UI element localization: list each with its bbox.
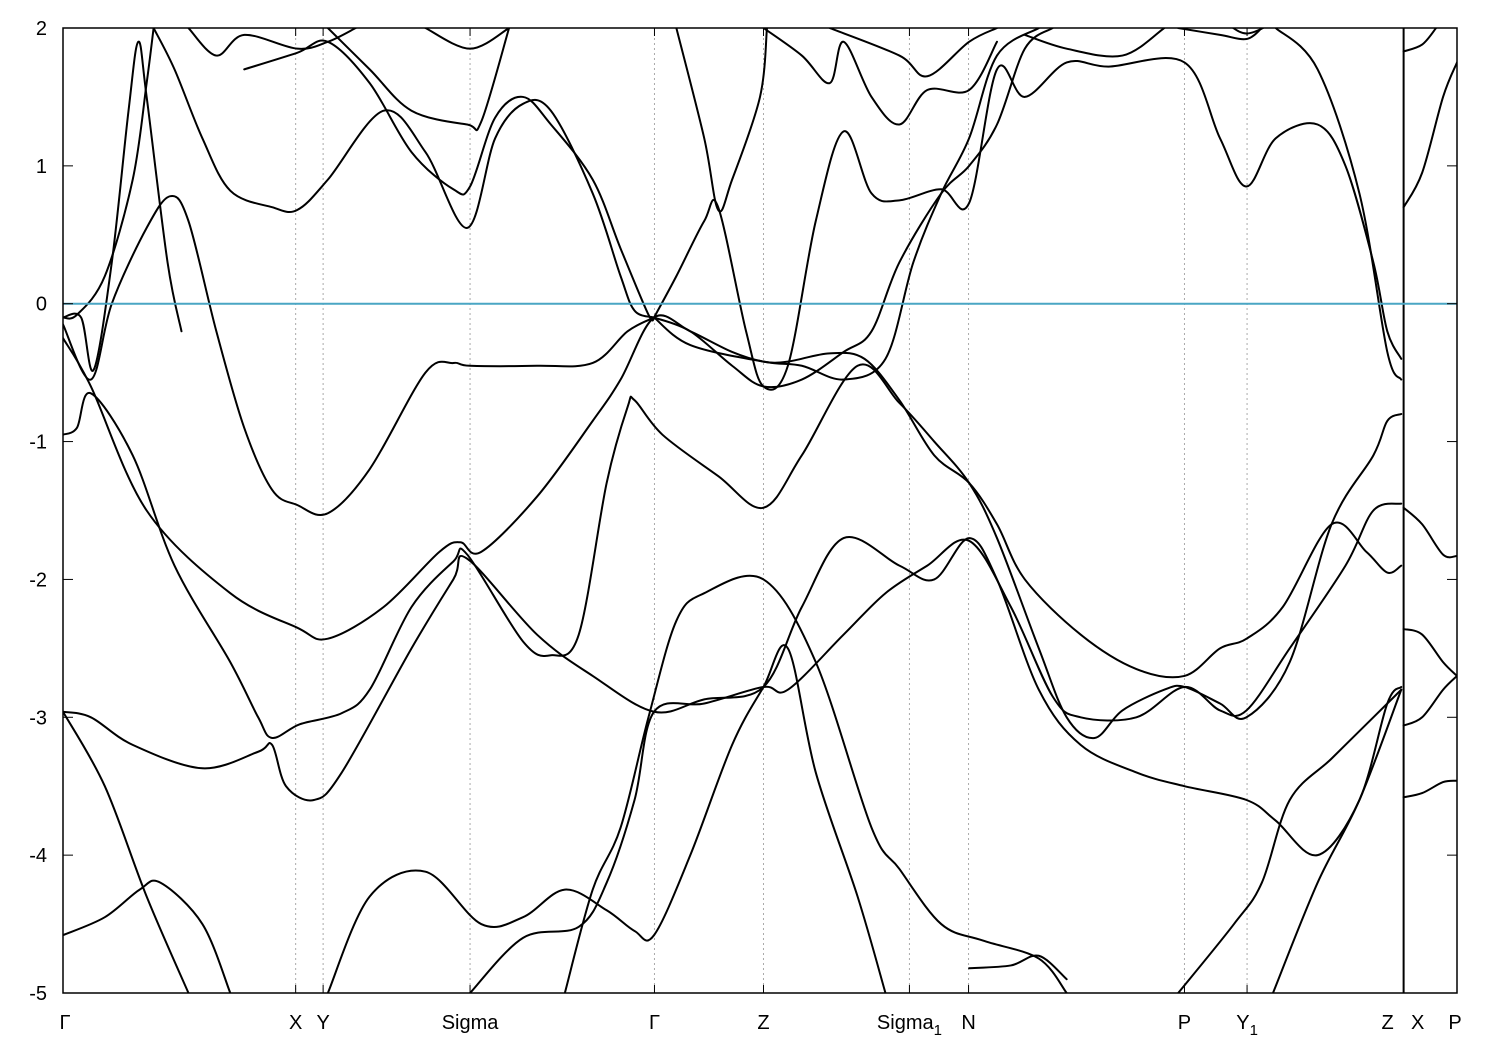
band-line-24: [424, 28, 511, 50]
y-tick-label: -2: [29, 569, 47, 591]
x-tick-label-text: N: [961, 1012, 975, 1034]
y-tick-label: -5: [29, 983, 47, 1005]
band-line-32: [1402, 506, 1457, 559]
x-tick-label: Γ: [59, 1012, 70, 1034]
band-line-13: [1177, 688, 1403, 993]
band-line-14: [1271, 688, 1403, 993]
x-tick-label: Y1: [1236, 1012, 1258, 1039]
x-tick-label: P: [1178, 1012, 1191, 1034]
x-tick-label: Y: [316, 1012, 329, 1034]
band-line-30: [1402, 28, 1438, 53]
band-line-11: [563, 574, 1068, 993]
band-line-20: [675, 28, 768, 213]
band-line-12: [968, 954, 1068, 981]
x-tick-label-text: Sigma: [442, 1012, 500, 1034]
x-tick-label-text: Z: [757, 1012, 769, 1034]
x-tick-label-subscript: 1: [934, 1022, 942, 1039]
band-line-16: [653, 28, 1040, 381]
x-tick-label-text: X: [1411, 1012, 1424, 1034]
y-tick-label: 1: [36, 156, 47, 178]
band-line-19: [152, 28, 656, 319]
y-tick-label: -1: [29, 432, 47, 454]
band-line-27: [1177, 28, 1263, 41]
y-tick-label: -3: [29, 707, 47, 729]
x-tick-label: X: [1411, 1012, 1424, 1034]
k-point-gridlines: [295, 28, 1405, 993]
band-lines: [63, 28, 1457, 993]
band-line-3: [63, 195, 656, 517]
band-line-4: [63, 314, 1403, 679]
x-tick-label-text: Y: [316, 1012, 329, 1034]
x-tick-label-text: Γ: [59, 1012, 70, 1034]
band-line-25: [828, 28, 998, 78]
x-tick-label-text: X: [289, 1012, 302, 1034]
x-tick-label-text: Γ: [649, 1012, 660, 1034]
x-tick-label: Z: [757, 1012, 769, 1034]
band-line-5: [63, 363, 1403, 740]
x-tick-label-text: Y: [1236, 1012, 1249, 1034]
band-line-34: [1402, 674, 1457, 727]
band-line-15: [653, 57, 1403, 391]
x-tick-label: Sigma: [442, 1012, 500, 1034]
band-line-31: [1402, 61, 1457, 209]
x-tick-label: Z: [1382, 1012, 1394, 1034]
x-tick-label-text: P: [1448, 1012, 1461, 1034]
plot-frame: [62, 27, 1458, 994]
band-line-2: [63, 40, 183, 372]
x-tick-label-subscript: 1: [1250, 1022, 1258, 1039]
x-tick-label: Sigma1: [877, 1012, 942, 1039]
y-axis-ticks: -5 -4 -3 -2 -1 0 1 2: [29, 18, 1457, 1005]
band-line-17: [653, 28, 1054, 389]
band-line-22: [326, 28, 511, 132]
x-tick-label: N: [961, 1012, 975, 1034]
x-axis-ticks: Γ X Y Sigma Γ Z Sigma1 N P Y1 Z X P: [59, 28, 1462, 1039]
y-tick-label: 0: [36, 294, 47, 316]
y-tick-label: 2: [36, 18, 47, 40]
x-tick-label-text: Z: [1382, 1012, 1394, 1034]
band-line-10: [326, 644, 887, 993]
band-line-18: [243, 39, 656, 322]
x-tick-label-text: P: [1178, 1012, 1191, 1034]
band-line-23: [187, 28, 357, 57]
band-line-1: [63, 28, 155, 320]
x-tick-label: Γ: [649, 1012, 660, 1034]
band-line-8: [63, 879, 232, 993]
band-line-9: [469, 502, 1403, 993]
band-line-26: [1023, 28, 1166, 58]
band-line-35: [1402, 779, 1457, 799]
band-line-21: [762, 28, 998, 126]
y-tick-label: -4: [29, 845, 47, 867]
band-line-7: [63, 710, 190, 993]
band-line-33: [1402, 628, 1457, 677]
x-tick-label: X: [289, 1012, 302, 1034]
x-tick-label: P: [1448, 1012, 1461, 1034]
x-tick-label-text: Sigma: [877, 1012, 935, 1034]
band-line-28: [1274, 28, 1403, 381]
